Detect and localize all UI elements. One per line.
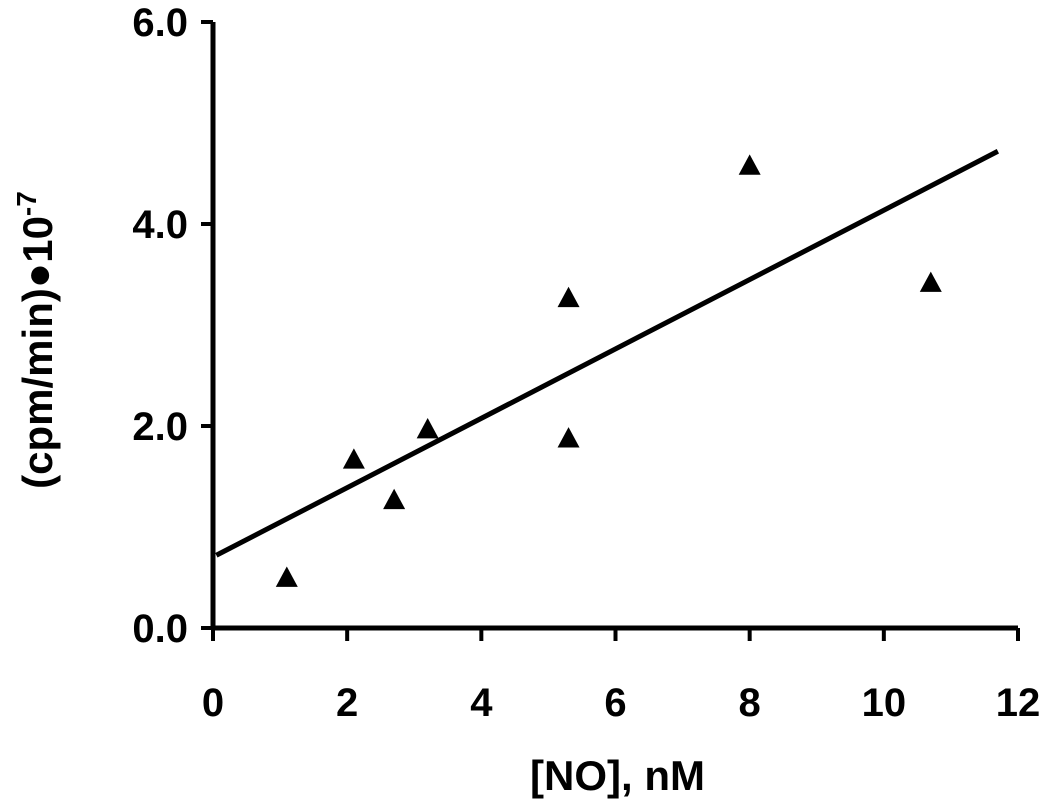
- y-axis-title: (cpm/min)●10-7: [11, 191, 61, 489]
- x-ticks: 0 2 4 6 8 10 12: [202, 628, 1040, 725]
- y-tick-label: 2.0: [132, 405, 188, 449]
- y-tick-label: 0.0: [132, 607, 188, 651]
- y-axis-title-main: (cpm/min)●10: [14, 216, 61, 489]
- trendline: [215, 149, 1000, 558]
- data-point-triangle: [557, 286, 580, 308]
- y-ticks: 0.0 2.0 4.0 6.0: [132, 1, 213, 651]
- x-tick-label: 8: [739, 681, 761, 725]
- data-point-triangle: [416, 418, 439, 439]
- x-axis-title: [NO], nM: [530, 752, 705, 799]
- axes: [210, 22, 1018, 631]
- x-tick-label: 4: [470, 681, 493, 725]
- data-point-triangle: [383, 488, 406, 510]
- data-point-triangle: [738, 154, 761, 175]
- x-tick-label: 12: [996, 681, 1041, 725]
- x-tick-label: 2: [336, 681, 358, 725]
- y-tick-label: 4.0: [132, 203, 188, 247]
- data-point-triangle: [557, 427, 580, 448]
- x-tick-label: 6: [604, 681, 626, 725]
- x-tick-label: 0: [202, 681, 224, 725]
- y-tick-label: 6.0: [132, 1, 188, 45]
- data-point-triangle: [275, 566, 298, 587]
- data-points: [275, 154, 942, 587]
- x-tick-label: 10: [862, 681, 907, 725]
- y-axis-title-exponent: -7: [11, 191, 42, 216]
- data-point-triangle: [919, 271, 942, 292]
- data-point-triangle: [342, 448, 365, 469]
